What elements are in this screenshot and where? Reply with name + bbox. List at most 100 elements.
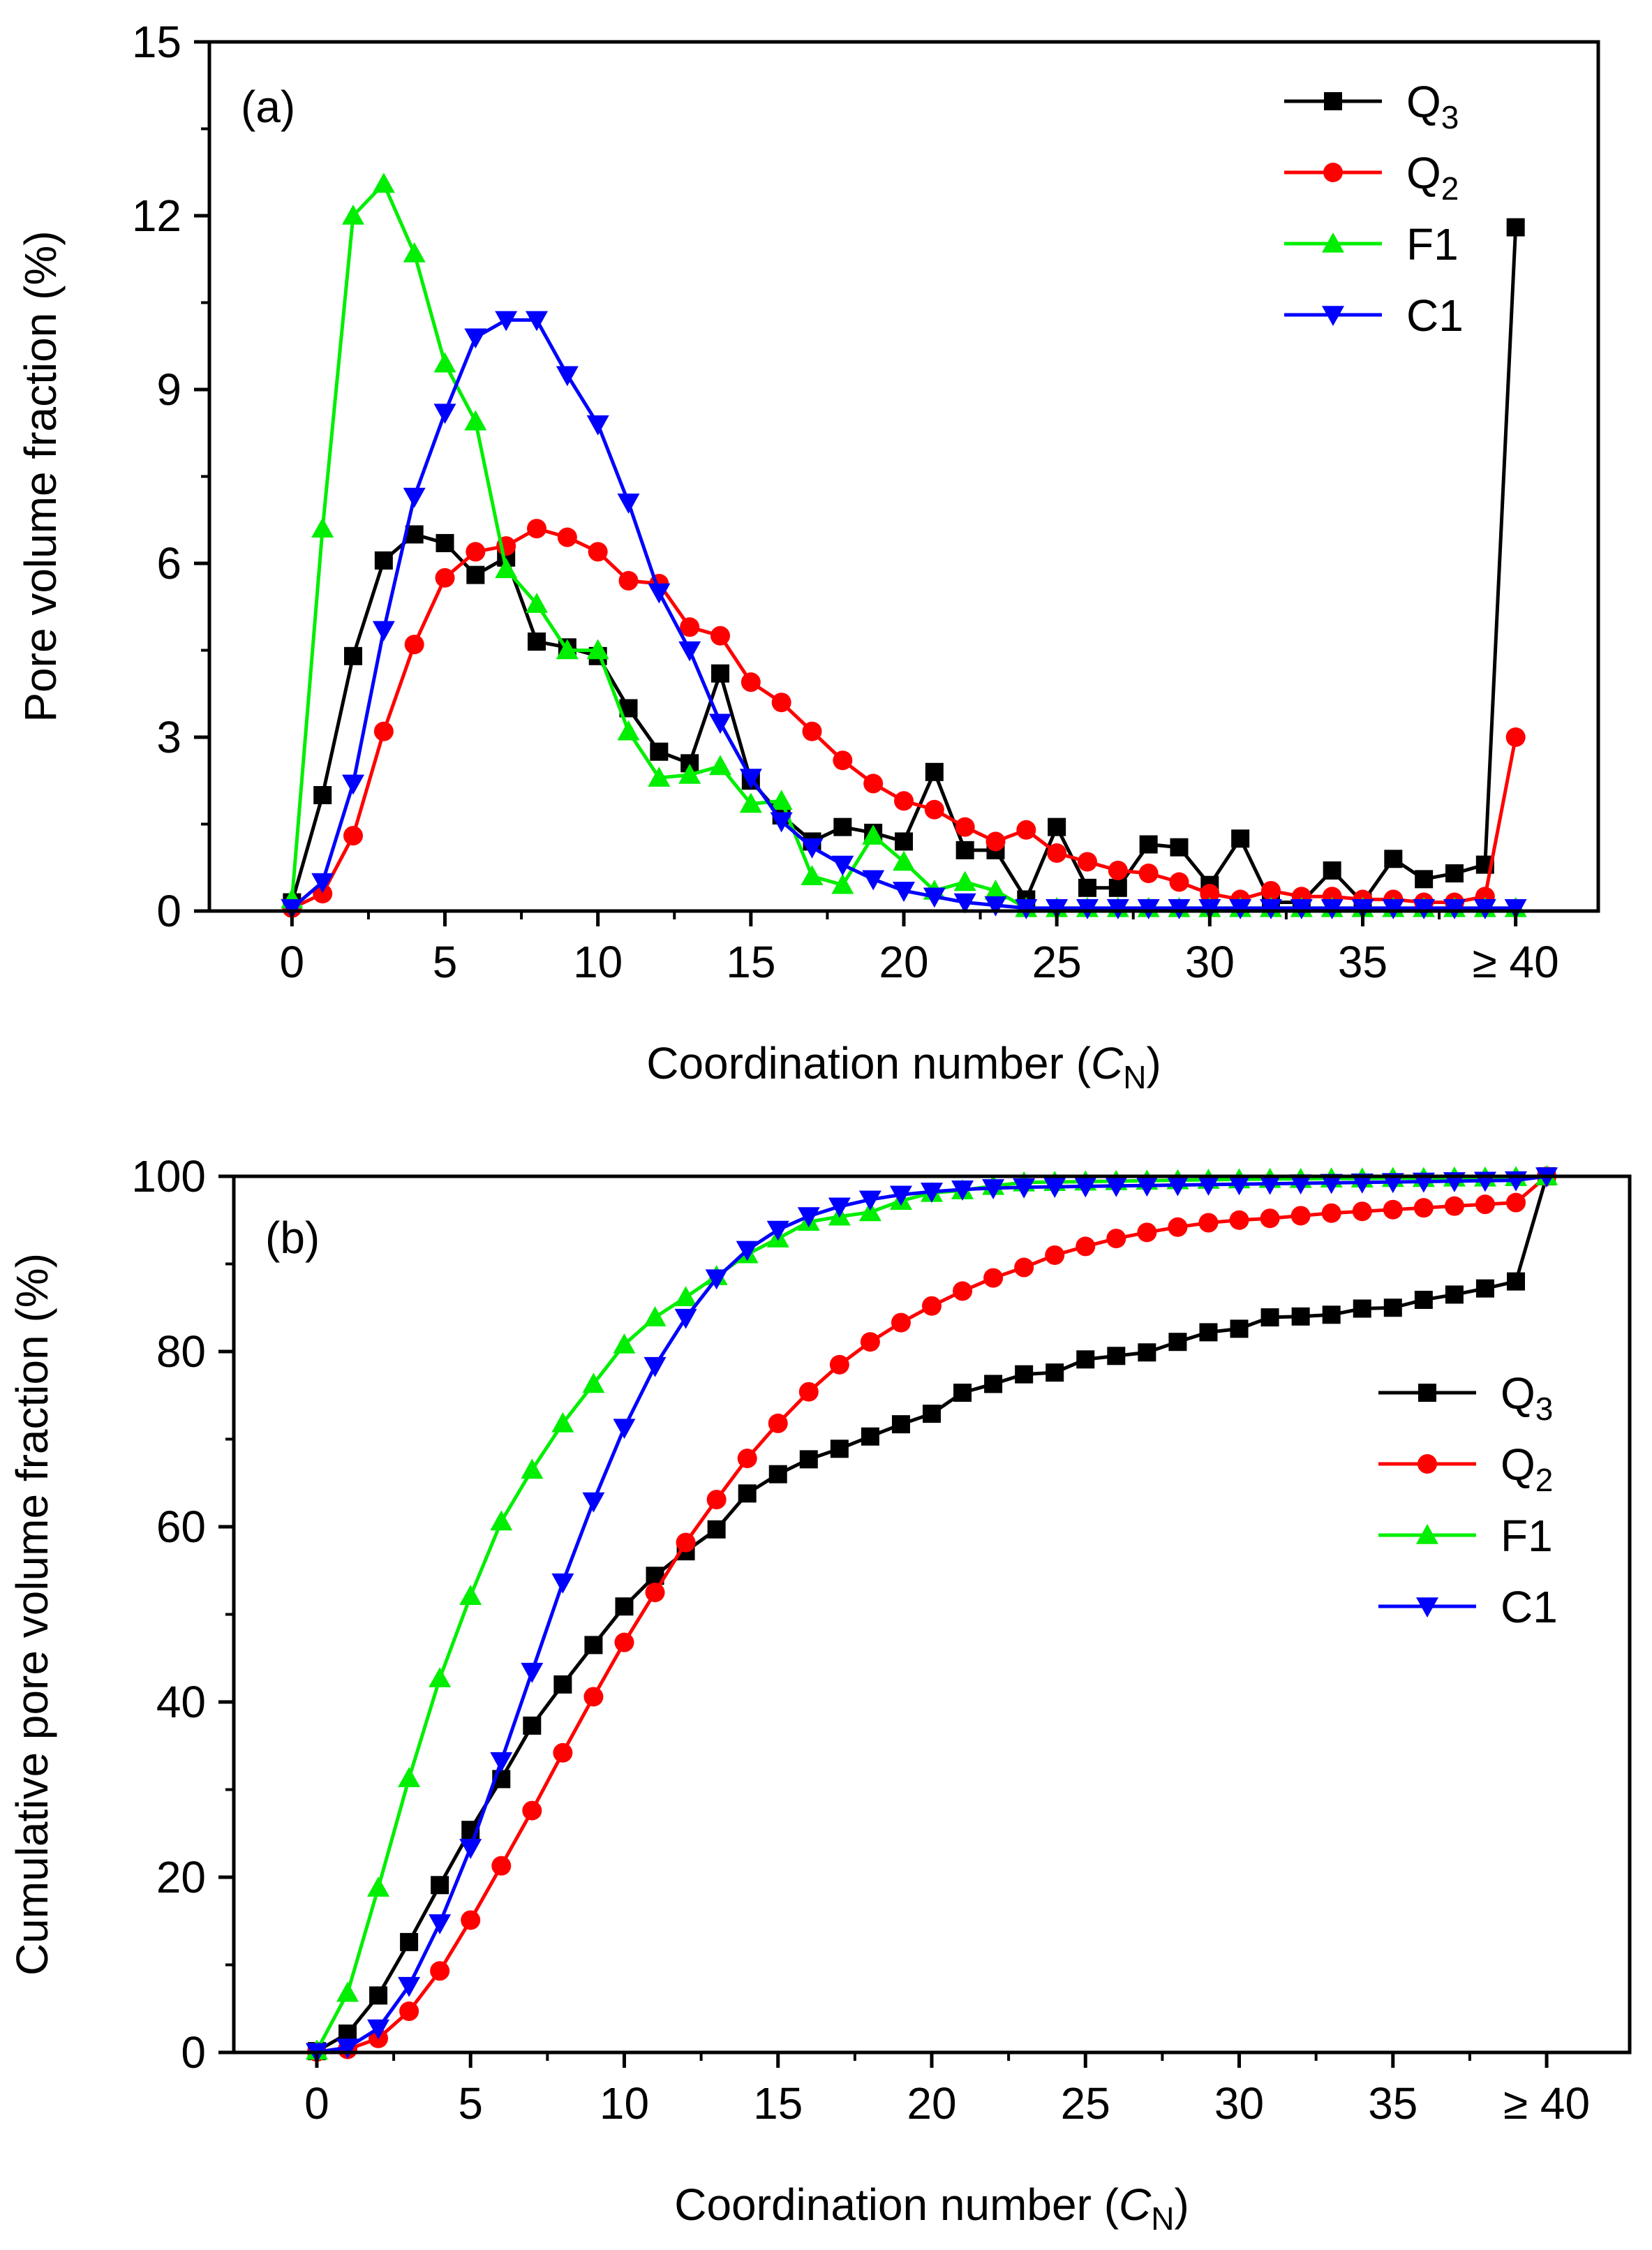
data-point	[369, 1986, 388, 2005]
data-point	[889, 1185, 912, 1206]
data-point	[1139, 835, 1158, 854]
data-point	[955, 841, 974, 859]
data-point	[645, 1583, 665, 1603]
data-point	[584, 1636, 603, 1655]
data-point	[1199, 1323, 1218, 1342]
data-point	[551, 1412, 574, 1433]
data-point	[1445, 1285, 1464, 1304]
data-point	[862, 870, 885, 891]
data-point	[1168, 1217, 1188, 1237]
data-point	[374, 551, 393, 570]
data-point	[1260, 880, 1281, 901]
y-tick-label: 0	[156, 886, 181, 936]
data-point	[553, 1675, 572, 1694]
data-point	[466, 542, 486, 562]
data-point	[797, 1207, 820, 1228]
data-point	[367, 2019, 390, 2040]
data-point	[922, 1296, 942, 1316]
legend-item-q3: Q3	[1284, 77, 1459, 135]
x-tick-label: 10	[600, 2078, 649, 2129]
data-point	[1320, 899, 1344, 919]
data-point	[984, 879, 1007, 900]
data-point	[523, 1716, 542, 1735]
data-point	[1197, 1176, 1220, 1196]
data-point	[983, 1268, 1004, 1288]
data-point	[1381, 1173, 1404, 1194]
data-point	[676, 1532, 696, 1553]
data-point	[984, 1375, 1003, 1393]
data-point	[829, 1354, 849, 1375]
data-point	[799, 1450, 818, 1469]
data-point	[766, 1220, 789, 1241]
series-line	[290, 318, 1516, 910]
data-point	[1352, 1201, 1372, 1222]
data-point	[648, 767, 671, 787]
data-point	[1475, 1194, 1495, 1215]
data-point	[582, 1492, 605, 1513]
y-tick-label: 15	[132, 17, 181, 67]
data-point	[678, 763, 701, 784]
data-point	[1016, 820, 1036, 840]
x-tick-label: 20	[907, 2078, 956, 2129]
x-axis-title: Coordination number (CN)	[674, 2179, 1189, 2237]
data-point	[1504, 899, 1527, 919]
data-point	[711, 664, 730, 683]
x-tick-label: 5	[433, 937, 458, 987]
data-point	[1015, 1365, 1034, 1384]
data-point	[1413, 1198, 1434, 1218]
data-point	[833, 750, 853, 771]
data-point	[739, 769, 762, 790]
data-point	[1258, 1174, 1281, 1195]
x-tick-label: 25	[1061, 2078, 1110, 2129]
data-point	[770, 790, 793, 811]
data-point	[953, 871, 976, 891]
data-point	[770, 812, 793, 833]
data-point	[798, 1382, 819, 1402]
data-point	[1383, 1298, 1402, 1317]
data-point	[461, 1910, 481, 1930]
data-point	[1013, 1178, 1036, 1199]
data-point	[953, 1281, 973, 1301]
data-point	[674, 1286, 697, 1306]
legend-item-c1: C1	[1378, 1582, 1558, 1632]
data-point	[556, 366, 579, 387]
data-point	[982, 1179, 1005, 1199]
y-tick-label: 3	[156, 712, 181, 762]
legend-marker	[1322, 232, 1344, 253]
data-point	[741, 672, 761, 693]
data-point	[955, 817, 975, 837]
data-point	[311, 873, 334, 894]
data-point	[1384, 850, 1403, 868]
y-tick-label: 6	[156, 538, 181, 589]
data-point	[398, 1976, 421, 1997]
data-point	[801, 865, 824, 885]
data-point	[1229, 899, 1252, 919]
legend-label: F1	[1501, 1511, 1553, 1561]
data-point	[643, 1306, 667, 1326]
data-point	[433, 352, 456, 373]
series-q2	[306, 1167, 1557, 2062]
data-point	[1076, 899, 1099, 919]
data-point	[526, 311, 549, 332]
data-point	[1137, 1222, 1157, 1243]
x-tick-label: 5	[458, 2078, 483, 2129]
data-point	[1475, 1279, 1494, 1298]
legend: Q3 Q2 F1 C1	[1378, 1368, 1558, 1632]
data-point	[984, 896, 1007, 917]
data-point	[404, 635, 424, 655]
data-point	[495, 558, 518, 579]
data-point	[1228, 1175, 1251, 1196]
data-point	[614, 1632, 634, 1652]
data-point	[1260, 1308, 1279, 1327]
legend-item-c1: C1	[1284, 290, 1464, 341]
data-point	[862, 824, 885, 845]
data-point	[1320, 1174, 1343, 1194]
data-point	[459, 1839, 482, 1859]
data-point	[613, 1419, 636, 1439]
data-point	[336, 1981, 359, 2002]
data-point	[895, 832, 913, 851]
data-point	[736, 1241, 759, 1261]
legend-marker	[1418, 1384, 1436, 1402]
data-point	[583, 1687, 604, 1707]
